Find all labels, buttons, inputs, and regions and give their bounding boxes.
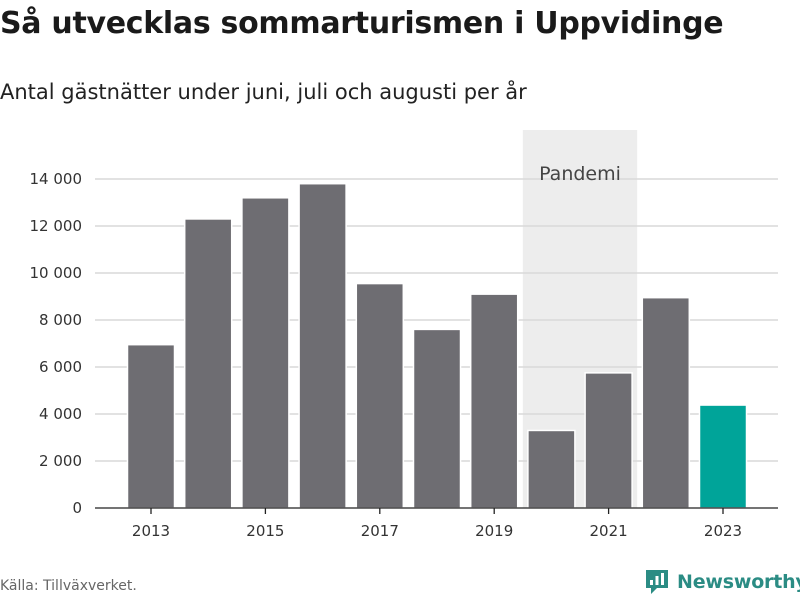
x-tick-label: 2021 bbox=[590, 522, 628, 540]
bar-2015 bbox=[241, 197, 290, 509]
brand-logo: Newsworthy bbox=[644, 568, 800, 596]
y-tick-label: 14 000 bbox=[30, 170, 83, 188]
bar-2016 bbox=[298, 182, 347, 509]
x-tick-label: 2013 bbox=[132, 522, 170, 540]
y-tick-label: 10 000 bbox=[30, 264, 83, 282]
bar-2013 bbox=[126, 343, 176, 509]
chart-title: Så utvecklas sommarturismen i Uppvidinge bbox=[0, 6, 724, 41]
source-note: Källa: Tillväxverket. bbox=[0, 578, 137, 594]
bar-2017 bbox=[355, 282, 405, 509]
y-tick-label: 6 000 bbox=[39, 358, 82, 376]
bar-2022 bbox=[641, 296, 691, 509]
bar-2019 bbox=[469, 293, 519, 509]
newsworthy-logo-icon bbox=[646, 570, 668, 594]
y-tick-label: 2 000 bbox=[39, 452, 82, 470]
chart-subtitle: Antal gästnätter under juni, juli och au… bbox=[0, 80, 527, 104]
brand-name: Newsworthy bbox=[677, 571, 800, 593]
y-tick-label: 4 000 bbox=[39, 405, 82, 423]
bar-2020 bbox=[527, 429, 576, 509]
bar-2014 bbox=[183, 218, 233, 509]
bar-2021 bbox=[584, 372, 633, 509]
pandemic-label: Pandemi bbox=[539, 163, 621, 185]
y-tick-label: 12 000 bbox=[30, 217, 83, 235]
x-tick-label: 2015 bbox=[246, 522, 284, 540]
x-tick-label: 2023 bbox=[704, 522, 742, 540]
bar-2023 bbox=[698, 404, 748, 509]
x-tick-label: 2019 bbox=[475, 522, 513, 540]
y-tick-label: 0 bbox=[72, 499, 82, 517]
bar-2018 bbox=[412, 328, 462, 509]
y-tick-label: 8 000 bbox=[39, 311, 82, 329]
x-tick-label: 2017 bbox=[361, 522, 399, 540]
